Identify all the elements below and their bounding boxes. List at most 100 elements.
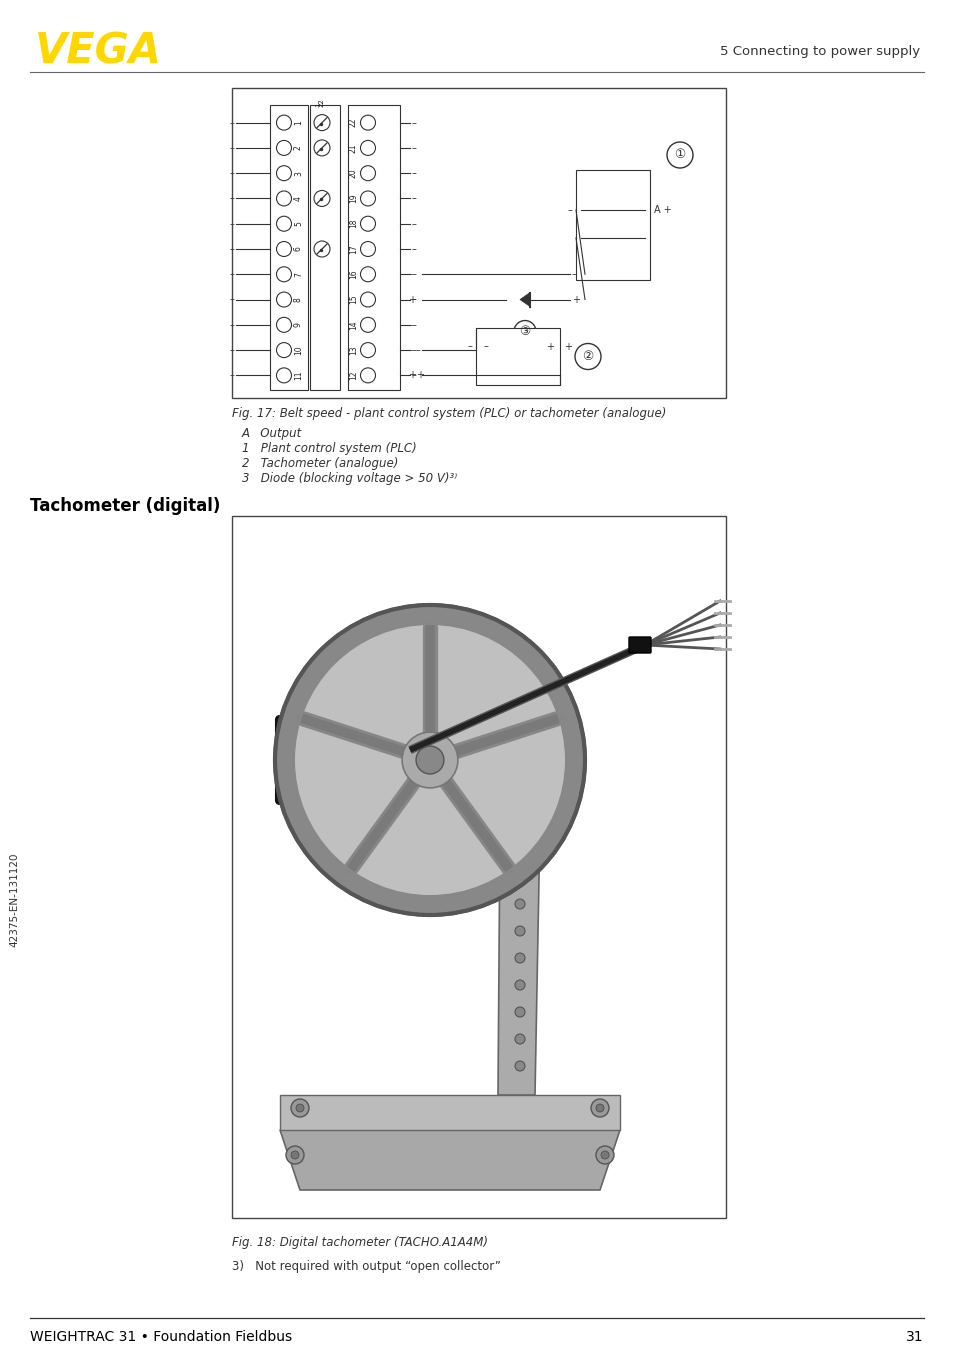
Polygon shape bbox=[519, 292, 530, 306]
Text: –: – bbox=[229, 118, 233, 127]
Text: ②: ② bbox=[581, 349, 593, 363]
Text: 18: 18 bbox=[349, 219, 357, 229]
Text: 2: 2 bbox=[294, 145, 303, 150]
Text: 21: 21 bbox=[349, 144, 357, 153]
Text: ①: ① bbox=[674, 149, 685, 161]
Text: 3: 3 bbox=[294, 171, 303, 176]
Text: 19: 19 bbox=[349, 194, 357, 203]
Bar bbox=[232, 516, 725, 1219]
Text: 14: 14 bbox=[349, 320, 357, 329]
Text: 20: 20 bbox=[349, 168, 357, 177]
Circle shape bbox=[515, 899, 524, 909]
Circle shape bbox=[377, 738, 421, 783]
Text: 5 Connecting to power supply: 5 Connecting to power supply bbox=[720, 46, 919, 58]
Circle shape bbox=[390, 750, 410, 770]
Text: –: – bbox=[229, 144, 233, 153]
Text: –: – bbox=[408, 345, 413, 355]
Text: –: – bbox=[412, 345, 416, 355]
Text: 9: 9 bbox=[294, 322, 303, 328]
Text: –: – bbox=[229, 244, 233, 255]
Bar bbox=[270, 106, 308, 390]
Circle shape bbox=[274, 605, 584, 915]
Text: +: + bbox=[545, 341, 554, 352]
FancyBboxPatch shape bbox=[275, 716, 403, 804]
Text: –: – bbox=[467, 341, 472, 352]
Text: –: – bbox=[566, 204, 572, 215]
Text: 15: 15 bbox=[349, 295, 357, 305]
Bar bbox=[385, 720, 399, 800]
Circle shape bbox=[295, 1104, 304, 1112]
Text: –: – bbox=[412, 194, 416, 203]
Text: Fig. 17: Belt speed - plant control system (PLC) or tachometer (analogue): Fig. 17: Belt speed - plant control syst… bbox=[232, 408, 666, 420]
Text: +: + bbox=[408, 295, 416, 305]
Text: –: – bbox=[412, 269, 416, 279]
Circle shape bbox=[515, 845, 524, 854]
Text: –: – bbox=[229, 295, 233, 305]
Text: –: – bbox=[229, 219, 233, 229]
Text: –: – bbox=[229, 269, 233, 279]
Bar bbox=[576, 171, 649, 280]
Text: 6: 6 bbox=[294, 246, 303, 252]
Circle shape bbox=[590, 1099, 608, 1117]
Text: 3)   Not required with output “open collector”: 3) Not required with output “open collec… bbox=[232, 1261, 500, 1273]
Text: 10: 10 bbox=[294, 345, 303, 355]
Circle shape bbox=[596, 1145, 614, 1164]
Text: 12: 12 bbox=[349, 371, 357, 380]
Text: –: – bbox=[408, 320, 413, 330]
Text: ③: ③ bbox=[518, 325, 530, 338]
Text: Fig. 18: Digital tachometer (TACHO.A1A4M): Fig. 18: Digital tachometer (TACHO.A1A4M… bbox=[232, 1236, 488, 1248]
Circle shape bbox=[515, 953, 524, 963]
Circle shape bbox=[600, 1151, 608, 1159]
Text: 11: 11 bbox=[294, 371, 303, 380]
Ellipse shape bbox=[384, 720, 416, 800]
Bar bbox=[348, 106, 399, 390]
Bar bbox=[232, 88, 725, 398]
Circle shape bbox=[515, 1062, 524, 1071]
Circle shape bbox=[291, 1151, 298, 1159]
Text: A   Output: A Output bbox=[242, 427, 302, 440]
Text: 1   Plant control system (PLC): 1 Plant control system (PLC) bbox=[242, 441, 416, 455]
Circle shape bbox=[515, 980, 524, 990]
Text: 22: 22 bbox=[349, 118, 357, 127]
Circle shape bbox=[515, 1007, 524, 1017]
Circle shape bbox=[515, 926, 524, 936]
Text: VEGA: VEGA bbox=[35, 31, 162, 73]
Circle shape bbox=[596, 1104, 603, 1112]
Circle shape bbox=[401, 733, 457, 788]
Text: –: – bbox=[412, 244, 416, 255]
Text: –: – bbox=[229, 345, 233, 355]
Text: 17: 17 bbox=[349, 244, 357, 253]
Text: 1: 1 bbox=[314, 103, 320, 107]
Text: –: – bbox=[229, 168, 233, 179]
Text: 3   Diode (blocking voltage > 50 V)³⁾: 3 Diode (blocking voltage > 50 V)³⁾ bbox=[242, 473, 456, 485]
Text: 7: 7 bbox=[294, 272, 303, 276]
Text: Tachometer (digital): Tachometer (digital) bbox=[30, 497, 220, 515]
Text: –: – bbox=[412, 295, 416, 305]
Text: –: – bbox=[412, 219, 416, 229]
Text: –: – bbox=[412, 320, 416, 330]
Circle shape bbox=[294, 624, 566, 896]
Text: –: – bbox=[412, 168, 416, 179]
Text: –: – bbox=[229, 194, 233, 203]
Polygon shape bbox=[497, 825, 539, 1095]
Text: 8: 8 bbox=[294, 297, 303, 302]
Circle shape bbox=[416, 746, 443, 774]
Text: 1: 1 bbox=[294, 121, 303, 125]
Polygon shape bbox=[390, 815, 504, 835]
Text: 4: 4 bbox=[294, 196, 303, 200]
Text: 2   Tachometer (analogue): 2 Tachometer (analogue) bbox=[242, 458, 398, 470]
Text: +: + bbox=[572, 295, 579, 305]
Text: 31: 31 bbox=[905, 1330, 923, 1345]
Text: 42375-EN-131120: 42375-EN-131120 bbox=[9, 853, 19, 948]
Text: 22: 22 bbox=[318, 99, 325, 107]
Text: –: – bbox=[572, 269, 577, 279]
FancyBboxPatch shape bbox=[628, 636, 650, 653]
Text: –: – bbox=[408, 269, 413, 279]
Text: +: + bbox=[408, 371, 416, 380]
Bar bbox=[476, 328, 559, 385]
Circle shape bbox=[286, 1145, 304, 1164]
Circle shape bbox=[291, 1099, 309, 1117]
Text: +: + bbox=[416, 371, 423, 380]
Text: –: – bbox=[416, 345, 420, 355]
Text: –: – bbox=[229, 371, 233, 380]
